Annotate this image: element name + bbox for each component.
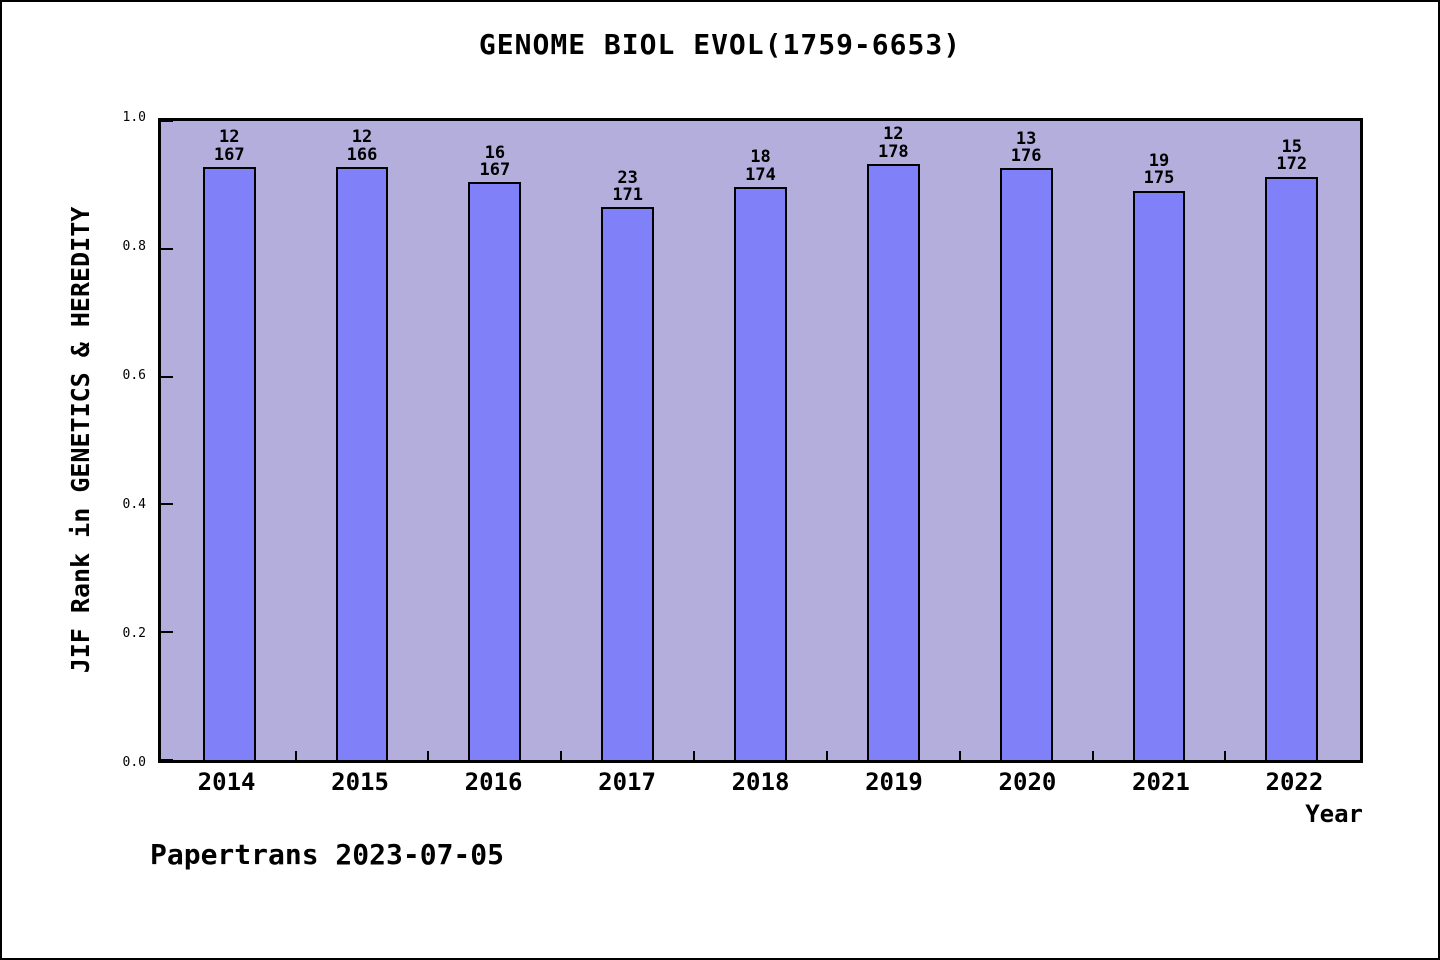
y-tick [161, 247, 173, 250]
bar-total-2016: 167 [479, 160, 511, 181]
bar-2018 [734, 186, 787, 760]
x-tick-label-2022: 2022 [1265, 768, 1324, 796]
bar-rank-2015: 12 [351, 127, 373, 148]
y-tick-label-1.0: 1.0 [122, 110, 146, 125]
y-tick [161, 503, 173, 506]
bar-total-2015: 166 [346, 144, 378, 165]
bar-2016 [468, 182, 522, 760]
bar-rank-2019: 12 [883, 124, 904, 145]
x-tick-label-2020: 2020 [998, 768, 1057, 796]
x-minor-tick [560, 751, 563, 760]
y-tick-label-0.0: 0.0 [122, 755, 146, 770]
x-tick-label-2019: 2019 [865, 768, 923, 796]
bar-value-label-2018: 18 174 [689, 147, 833, 185]
bar-rank-2022: 15 [1281, 136, 1302, 157]
bar-total-2018: 174 [745, 164, 776, 185]
x-axis-title: Year [1305, 800, 1363, 828]
bar-2021 [1132, 190, 1186, 760]
x-tick-label-2016: 2016 [464, 768, 523, 796]
x-minor-tick [693, 751, 696, 760]
x-minor-tick [294, 751, 297, 760]
bar-value-label-2014: 12 167 [157, 129, 301, 164]
plot-area: 12 167 12 166 16 167 23 171 18 174 12 178 13 176 19 175… [158, 118, 1363, 763]
y-tick [161, 120, 173, 122]
bar-2022 [1265, 176, 1319, 760]
bar-2019 [866, 163, 920, 760]
bar-rank-2020: 13 [1015, 128, 1037, 149]
y-axis-title: JIF Rank in GENETICS & HEREDITY [66, 206, 95, 674]
bar-value-label-2020: 13 176 [954, 128, 1098, 166]
x-minor-tick [1091, 751, 1094, 760]
bar-value-label-2022: 15 172 [1220, 136, 1364, 175]
x-tick-label-2015: 2015 [331, 768, 389, 796]
bar-total-2021: 175 [1143, 168, 1175, 189]
footer-watermark: Papertrans 2023-07-05 [150, 838, 505, 871]
x-minor-tick [1224, 751, 1227, 760]
x-tick-label-2021: 2021 [1132, 768, 1190, 796]
y-tick [161, 631, 173, 634]
bar-rank-2017: 23 [617, 167, 638, 188]
bar-total-2019: 178 [877, 141, 909, 162]
bar-2015 [335, 167, 389, 760]
y-tick [161, 759, 173, 761]
bar-2014 [202, 167, 256, 760]
x-minor-tick [427, 751, 430, 760]
bar-value-label-2016: 16 167 [423, 142, 567, 181]
x-axis-tick-labels: 2014 2015 2016 2017 2018 2019 2020 2021 2022 [158, 768, 1363, 798]
bar-2020 [999, 168, 1053, 760]
x-minor-tick [958, 751, 961, 760]
bar-rank-2014: 12 [218, 127, 240, 148]
x-minor-tick [825, 751, 828, 760]
bar-total-2022: 172 [1276, 154, 1308, 175]
bar-value-label-2017: 23 171 [556, 167, 700, 205]
bar-2017 [601, 207, 655, 760]
bar-rank-2021: 19 [1148, 151, 1170, 171]
bar-value-label-2015: 12 166 [290, 129, 434, 164]
chart-title: GENOME BIOL EVOL(1759-6653) [478, 28, 962, 61]
bar-total-2014: 167 [213, 144, 245, 165]
y-tick-label-0.4: 0.4 [122, 497, 146, 512]
y-axis-tick-labels: 0.0 0.2 0.4 0.6 0.8 1.0 [102, 111, 152, 770]
bar-value-label-2021: 19 175 [1087, 151, 1231, 189]
x-tick-label-2018: 2018 [731, 768, 790, 796]
bar-total-2017: 171 [612, 184, 644, 205]
y-tick-label-0.8: 0.8 [122, 239, 146, 254]
x-tick-label-2014: 2014 [197, 768, 256, 796]
y-tick-label-0.6: 0.6 [122, 368, 146, 383]
bar-rank-2016: 16 [484, 142, 506, 163]
bar-rank-2018: 18 [750, 147, 771, 168]
y-tick-label-0.2: 0.2 [122, 626, 146, 641]
bar-value-label-2019: 12 178 [821, 124, 965, 162]
x-tick-label-2017: 2017 [598, 768, 656, 796]
y-tick [161, 375, 173, 378]
bar-total-2020: 176 [1010, 145, 1042, 166]
